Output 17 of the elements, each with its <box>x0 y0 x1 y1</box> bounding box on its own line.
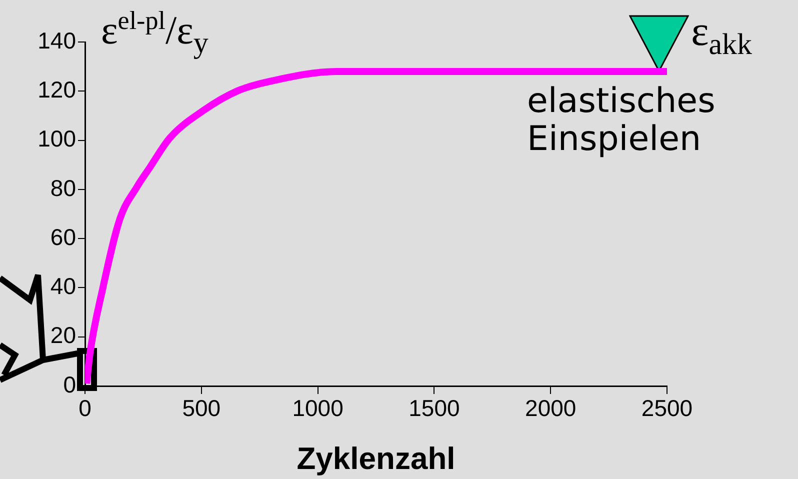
y-tick-label: 40 <box>50 273 76 300</box>
annotation: ε$_{akk}$ <box>691 9 752 62</box>
y-tick-label: 60 <box>50 224 76 250</box>
x-tick-label: 1500 <box>408 395 460 422</box>
y-tick-label: 20 <box>50 322 76 348</box>
y-tick-label: 80 <box>50 174 76 201</box>
y-axis-title: ε$^{el-pl}$/ε$_{y}$ <box>101 6 208 60</box>
x-tick-label: 2000 <box>525 395 576 422</box>
x-tick-label: 2500 <box>641 395 693 422</box>
y-tick-label: 100 <box>38 126 76 152</box>
y-tick-label: 0 <box>63 371 76 398</box>
annotation: elastisches Einspielen <box>527 81 716 159</box>
y-tick-label: 140 <box>38 27 76 54</box>
x-axis-title: Zyklenzahl <box>296 440 456 476</box>
x-tick-label: 500 <box>182 395 221 422</box>
x-tick-label: 1000 <box>292 395 344 422</box>
y-tick-label: 120 <box>38 76 76 102</box>
